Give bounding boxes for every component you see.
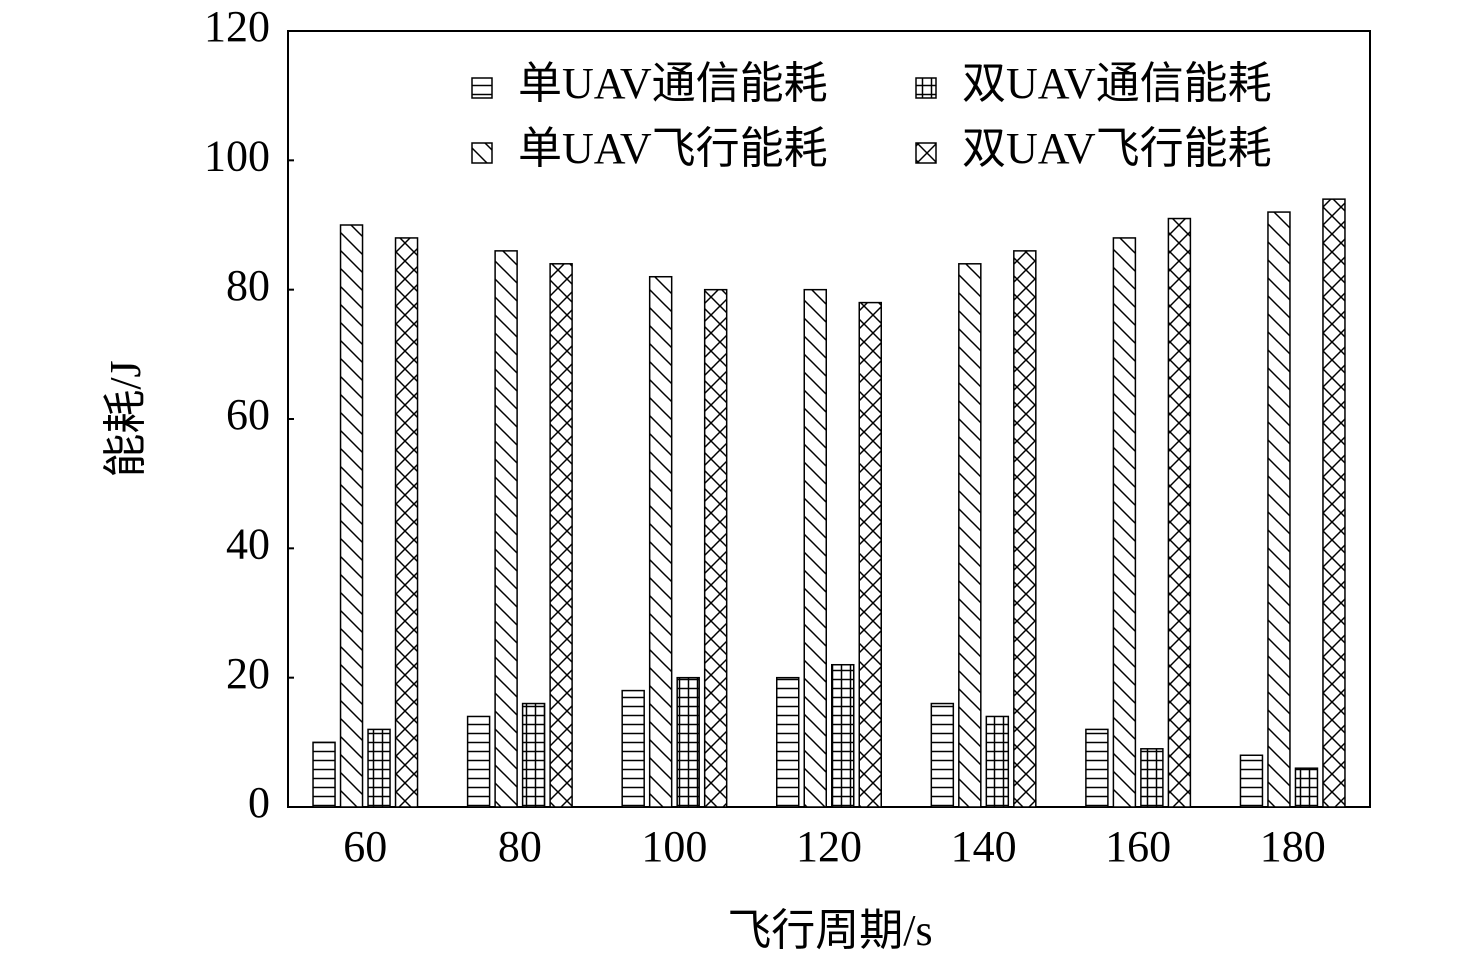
- bar: [494, 250, 518, 808]
- bar: [1140, 748, 1164, 808]
- bar: [1294, 767, 1319, 808]
- bar: [703, 288, 728, 808]
- bar: [621, 689, 645, 808]
- bar: [1267, 211, 1291, 808]
- bar: [831, 663, 855, 808]
- bar: [1085, 728, 1109, 808]
- bar: [466, 715, 491, 808]
- legend-label: 单UAV飞行能耗: [518, 124, 828, 173]
- y-tick-label: 20: [226, 649, 270, 698]
- bar: [1239, 754, 1264, 808]
- bar: [648, 275, 673, 808]
- bar: [312, 741, 336, 808]
- bar: [394, 237, 419, 808]
- x-tick-label: 100: [641, 822, 707, 871]
- y-tick-label: 80: [226, 261, 270, 310]
- bar: [985, 715, 1010, 808]
- legend-swatch: [915, 77, 937, 99]
- bar: [549, 263, 573, 808]
- legend-label: 双UAV通信能耗: [962, 59, 1272, 108]
- y-axis-title: 能耗/J: [101, 360, 150, 477]
- y-tick-label: 40: [226, 519, 270, 568]
- x-tick-label: 120: [796, 822, 862, 871]
- bar: [339, 224, 364, 808]
- legend-label: 单UAV通信能耗: [518, 59, 828, 108]
- bar: [1322, 198, 1346, 808]
- legend-label: 双UAV飞行能耗: [962, 124, 1272, 173]
- x-tick-label: 60: [343, 822, 387, 871]
- bar: [930, 702, 955, 808]
- legend-swatch: [471, 77, 493, 99]
- bar: [521, 702, 546, 808]
- x-tick-label: 80: [498, 822, 542, 871]
- bar: [803, 288, 827, 808]
- x-tick-label: 140: [951, 822, 1017, 871]
- x-tick-label: 180: [1260, 822, 1326, 871]
- bar: [1167, 217, 1192, 808]
- legend-swatch: [915, 142, 937, 164]
- legend-swatch: [471, 142, 493, 164]
- bar: [958, 263, 982, 808]
- y-tick-label: 100: [204, 131, 270, 180]
- y-tick-label: 60: [226, 390, 270, 439]
- bar: [858, 301, 882, 808]
- y-tick-label: 120: [204, 2, 270, 51]
- y-tick-label: 0: [248, 778, 270, 827]
- x-tick-label: 160: [1105, 822, 1171, 871]
- x-axis-title: 飞行周期/s: [727, 906, 932, 955]
- bar: [1112, 237, 1137, 808]
- bar: [367, 728, 391, 808]
- bar: [1013, 250, 1037, 808]
- bar: [676, 676, 700, 808]
- bar: [776, 676, 800, 808]
